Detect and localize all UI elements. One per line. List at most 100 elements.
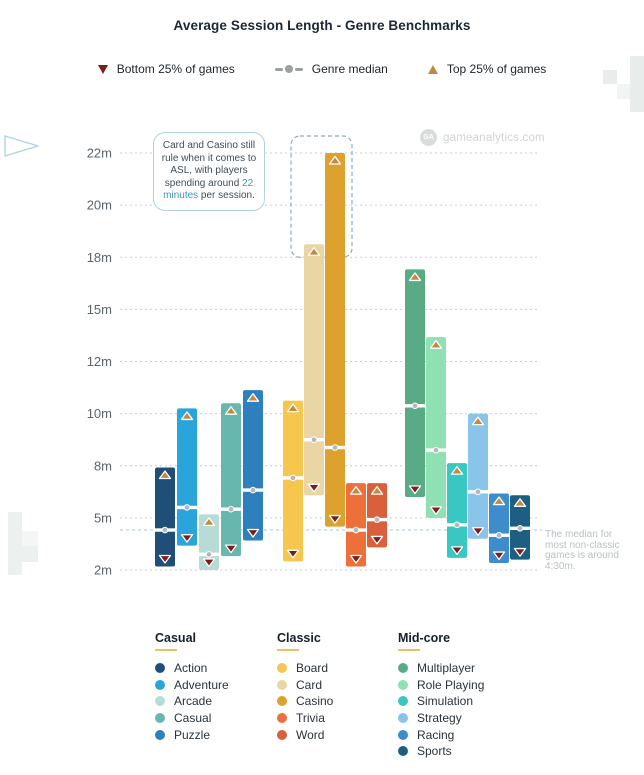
median-dot — [411, 402, 419, 410]
y-axis-label: 5m — [94, 510, 112, 525]
genre-label: Board — [296, 661, 329, 676]
bar-casual[interactable] — [220, 403, 242, 557]
genre-color-dot — [398, 713, 408, 724]
genre-label: Action — [174, 661, 208, 676]
genre-color-dot — [398, 696, 408, 707]
bar-arcade[interactable] — [198, 514, 220, 570]
top-25-marker — [202, 517, 216, 527]
top-25-marker — [370, 485, 384, 495]
median-dot — [183, 504, 191, 511]
legend-item-simulation: Simulation — [398, 693, 484, 710]
top-25-marker — [450, 465, 464, 475]
genre-color-dot — [277, 663, 287, 674]
legend-item-trivia: Trivia — [277, 710, 333, 727]
bar-puzzle[interactable] — [242, 390, 264, 541]
median-dot — [249, 486, 257, 494]
y-axis-label: 15m — [87, 302, 112, 317]
legend-item-word: Word — [277, 726, 333, 743]
plot-svg: 22m 20m 18m 15m 12m 10m 8m 5m 2m — [87, 135, 542, 578]
legend-item-top25: Top 25% of games — [427, 62, 547, 76]
bar-action[interactable] — [154, 467, 176, 567]
median-dot — [352, 526, 360, 534]
bottom-25-marker — [429, 506, 443, 516]
genre-label: Strategy — [417, 711, 462, 726]
watermark-logo-icon: GA — [420, 129, 437, 146]
bar-range — [221, 403, 241, 557]
top-25-marker — [158, 470, 172, 480]
legend-item-bottom25: Bottom 25% of games — [97, 62, 235, 76]
pixel-decoration — [22, 546, 38, 562]
genre-label: Racing — [417, 727, 455, 742]
legend-item-card: Card — [277, 677, 333, 694]
legend-group-casual: Casual Action Adventure Arcade Casual Puzzle — [155, 631, 229, 743]
bar-range — [489, 493, 509, 564]
bar-word[interactable] — [366, 483, 388, 548]
genre-median-icon — [274, 65, 303, 73]
genre-color-dot — [155, 663, 165, 674]
bar-strategy[interactable] — [467, 413, 489, 539]
bar-adventure[interactable] — [176, 408, 198, 546]
top-25-marker — [429, 340, 443, 349]
genre-color-dot — [398, 746, 408, 757]
genre-color-dot — [155, 713, 165, 724]
legend-item-strategy: Strategy — [398, 710, 484, 727]
bottom-25-marker — [492, 551, 506, 561]
genre-label: Arcade — [174, 694, 213, 709]
bottom-25-marker — [513, 547, 527, 557]
bar-casino[interactable] — [324, 153, 346, 527]
genre-color-dot — [277, 713, 287, 724]
bottom-25-marker — [471, 527, 485, 536]
genre-color-dot — [155, 696, 165, 707]
bar-range — [325, 153, 345, 527]
legend-group-classic: Classic Board Card Casino Trivia Word — [277, 631, 333, 743]
pixel-decoration — [8, 512, 22, 575]
top-25-marker — [408, 272, 422, 282]
callout-highlight: 22 minutes — [163, 177, 254, 202]
bar-card[interactable] — [303, 244, 325, 496]
y-axis-label: 12m — [87, 354, 112, 369]
bottom-25-marker — [450, 546, 464, 555]
median-dot — [453, 521, 461, 529]
y-axis-label: 18m — [87, 250, 112, 265]
bottom-25-marker — [307, 483, 321, 493]
legend-item-median: Genre median — [274, 62, 388, 76]
bar-racing[interactable] — [488, 493, 510, 564]
legend-item-multiplayer: Multiplayer — [398, 660, 484, 677]
genre-color-dot — [277, 679, 287, 690]
pixel-decoration — [603, 70, 617, 84]
page-title: Average Session Length - Genre Benchmark… — [173, 18, 471, 33]
bottom-25-marker — [286, 549, 300, 559]
genre-legend: Casual Action Adventure Arcade Casual Puzzle C… — [0, 631, 644, 771]
legend-label: Top 25% of games — [446, 62, 547, 76]
callout-pointer — [4, 135, 39, 157]
legend-item-role-playing: Role Playing — [398, 677, 484, 694]
pixel-decoration — [22, 531, 38, 546]
top-25-icon — [427, 64, 438, 74]
bar-role-playing[interactable] — [425, 337, 447, 518]
genre-color-dot — [277, 696, 287, 707]
bar-range — [468, 413, 488, 539]
genre-color-dot — [398, 663, 408, 674]
median-dot — [474, 488, 482, 496]
genre-color-dot — [277, 729, 287, 740]
top-25-marker — [471, 416, 485, 426]
bar-sports[interactable] — [509, 495, 531, 560]
y-axis-label: 2m — [94, 563, 112, 578]
top-25-marker — [286, 403, 300, 413]
bottom-25-marker — [202, 558, 216, 568]
bar-range — [367, 483, 387, 548]
bottom-25-marker — [349, 554, 363, 564]
bar-multiplayer[interactable] — [404, 269, 426, 498]
bar-range — [177, 408, 197, 546]
bar-board[interactable] — [282, 400, 304, 562]
marker-legend: Bottom 25% of games Genre median Top 25%… — [0, 62, 644, 76]
bar-simulation[interactable] — [446, 463, 468, 558]
top-25-marker — [307, 247, 321, 256]
highlight-box-card-casino — [290, 135, 353, 258]
y-axis-label: 8m — [94, 458, 112, 473]
bar-trivia[interactable] — [345, 483, 367, 567]
median-dot — [516, 525, 524, 532]
bottom-25-marker — [328, 514, 342, 524]
callout-text: per session. — [198, 190, 255, 202]
median-dot — [310, 436, 318, 443]
